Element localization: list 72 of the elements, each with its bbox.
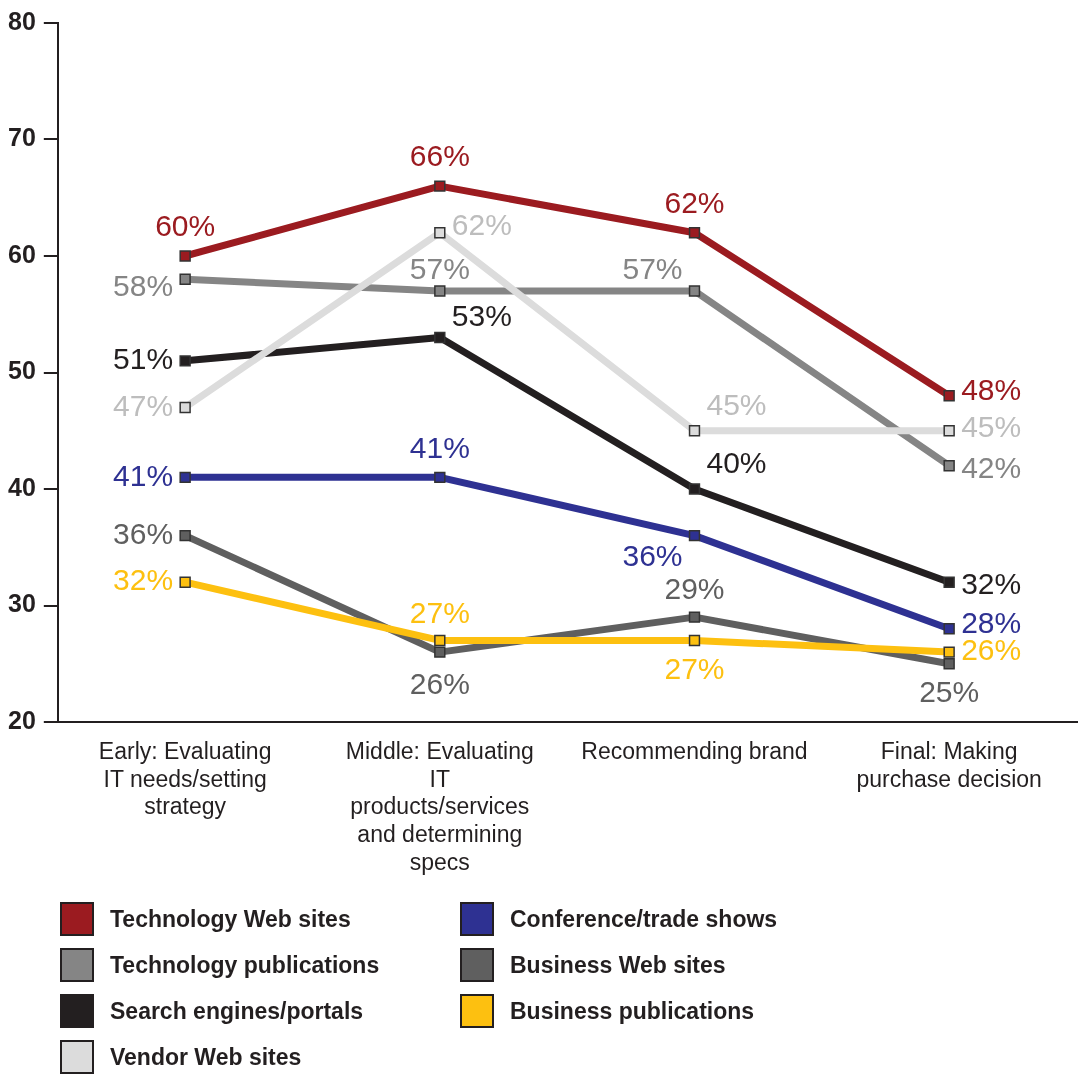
- point: [688, 634, 701, 647]
- x-tick-label: Early: Evaluating IT needs/setting strategy: [98, 738, 272, 820]
- point: [688, 285, 701, 297]
- data-label: 29%: [664, 572, 725, 606]
- data-label: 36%: [113, 516, 174, 550]
- point: [179, 529, 191, 542]
- point: [943, 390, 955, 402]
- data-label: 60%: [155, 209, 216, 243]
- point: [179, 471, 191, 484]
- legend-label: Vendor Web sites: [110, 1043, 302, 1071]
- legend-label: Business publications: [510, 997, 755, 1025]
- point: [434, 227, 446, 239]
- point: [434, 471, 446, 484]
- point: [943, 646, 955, 658]
- legend-label: Search engines/portals: [110, 997, 364, 1025]
- x-tick-label: Middle: Evaluating IT products/services and determining specs: [345, 738, 534, 875]
- data-label: 48%: [961, 373, 1022, 407]
- data-label: 41%: [409, 430, 470, 464]
- point: [179, 576, 191, 588]
- legend-label: Conference/trade shows: [510, 905, 778, 933]
- data-label: 57%: [622, 252, 683, 286]
- data-label: 26%: [409, 667, 470, 701]
- point: [688, 425, 701, 437]
- legend-label: Technology publications: [110, 951, 380, 979]
- y-tick-label: 40: [8, 472, 36, 501]
- point: [434, 180, 446, 192]
- data-label: 62%: [664, 185, 725, 219]
- data-label: 36%: [622, 538, 683, 572]
- y-tick-label: 60: [8, 239, 36, 268]
- data-label: 45%: [961, 410, 1022, 444]
- point: [434, 331, 446, 344]
- point: [179, 273, 191, 285]
- data-label: 32%: [113, 563, 174, 597]
- point: [943, 658, 955, 670]
- y-tick-label: 30: [8, 589, 36, 618]
- data-label: 62%: [451, 207, 512, 241]
- data-label: 57%: [409, 252, 470, 286]
- point: [943, 623, 955, 635]
- point: [943, 425, 955, 437]
- point: [688, 227, 701, 239]
- data-label: 47%: [113, 388, 174, 422]
- data-label: 32%: [961, 567, 1022, 601]
- data-label: 40%: [706, 446, 767, 480]
- y-tick-label: 20: [8, 705, 36, 734]
- y-tick-label: 50: [8, 356, 36, 385]
- y-tick-label: 80: [8, 6, 36, 35]
- point: [434, 646, 446, 658]
- point: [688, 529, 701, 542]
- point: [434, 285, 446, 297]
- point: [434, 634, 446, 647]
- data-label: 25%: [919, 675, 980, 709]
- legend-label: Business Web sites: [510, 951, 726, 979]
- data-label: 66%: [409, 139, 470, 173]
- data-label: 41%: [113, 458, 174, 492]
- point: [179, 250, 191, 262]
- point: [943, 460, 955, 472]
- point: [179, 355, 191, 367]
- data-label: 45%: [706, 388, 767, 422]
- x-tick-label: Recommending brand: [581, 738, 808, 765]
- legend-label: Technology Web sites: [110, 905, 351, 933]
- data-label: 27%: [664, 651, 725, 685]
- data-label: 27%: [409, 595, 470, 629]
- point: [943, 576, 955, 588]
- data-label: 53%: [451, 298, 512, 332]
- data-label: 51%: [113, 342, 174, 376]
- point: [688, 611, 701, 623]
- point: [688, 483, 701, 495]
- x-tick-label: Final: Making purchase decision: [856, 738, 1042, 792]
- point: [179, 401, 191, 414]
- y-tick-label: 70: [8, 123, 36, 152]
- data-label: 58%: [113, 268, 174, 302]
- data-label: 42%: [961, 450, 1022, 484]
